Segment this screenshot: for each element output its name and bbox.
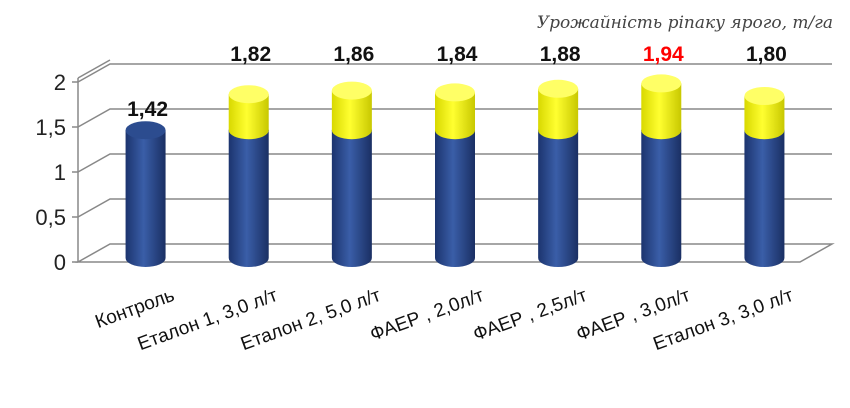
data-label: 1,94 (643, 43, 684, 66)
bar-top-cap (435, 83, 475, 102)
bar-segment-base (228, 130, 269, 267)
data-label: 1,84 (437, 43, 478, 66)
bar-segment-increase (538, 88, 579, 140)
bar-segment-increase (331, 90, 372, 140)
gridline (77, 198, 832, 218)
bar-segment-increase (744, 96, 785, 140)
data-label: 1,88 (540, 43, 581, 66)
bar-top-cap (331, 81, 372, 100)
chart-title: Урожайність ріпаку ярого, т/га (537, 13, 833, 33)
bar-top-cap (125, 121, 166, 140)
data-label: 1,82 (230, 43, 271, 66)
bar-segment-base (435, 130, 475, 267)
bar-top-cap (744, 87, 785, 105)
bar-top-cap (538, 79, 579, 98)
gridline (77, 108, 832, 128)
data-labels: 1,42 1,82 1,86 1,84 1,88 1,94 1,80 (127, 43, 787, 121)
ytick-label: 0,5 (35, 205, 66, 230)
y-axis-top (77, 59, 111, 79)
bar-segment-base (125, 130, 166, 267)
bar-segment-base (538, 130, 579, 267)
data-label: 1,86 (333, 43, 374, 66)
bar-segment-base (744, 130, 785, 267)
bar-segment-base (331, 130, 372, 267)
gridline (77, 63, 832, 83)
data-label: 1,80 (746, 43, 787, 66)
ytick-label: 1 (54, 160, 66, 185)
category-label: ФАЕР , 2,5л/т (470, 285, 590, 346)
gridline (77, 153, 832, 173)
data-label: 1,42 (127, 98, 168, 121)
y-axis-ticks: 0 0,5 1 1,5 2 (35, 70, 66, 275)
bars (125, 74, 785, 267)
ytick-label: 1,5 (35, 115, 66, 140)
bar-segment-base (641, 130, 682, 267)
category-label: ФАЕР , 2,0л/т (367, 285, 487, 346)
bar-segment-increase (435, 92, 475, 140)
bar-top-cap (641, 74, 682, 93)
bar-top-cap (228, 85, 269, 104)
bar-segment-increase (228, 94, 269, 140)
ytick-label: 2 (54, 70, 66, 95)
bar-segment-increase (641, 83, 682, 140)
ytick-label: 0 (54, 250, 66, 275)
